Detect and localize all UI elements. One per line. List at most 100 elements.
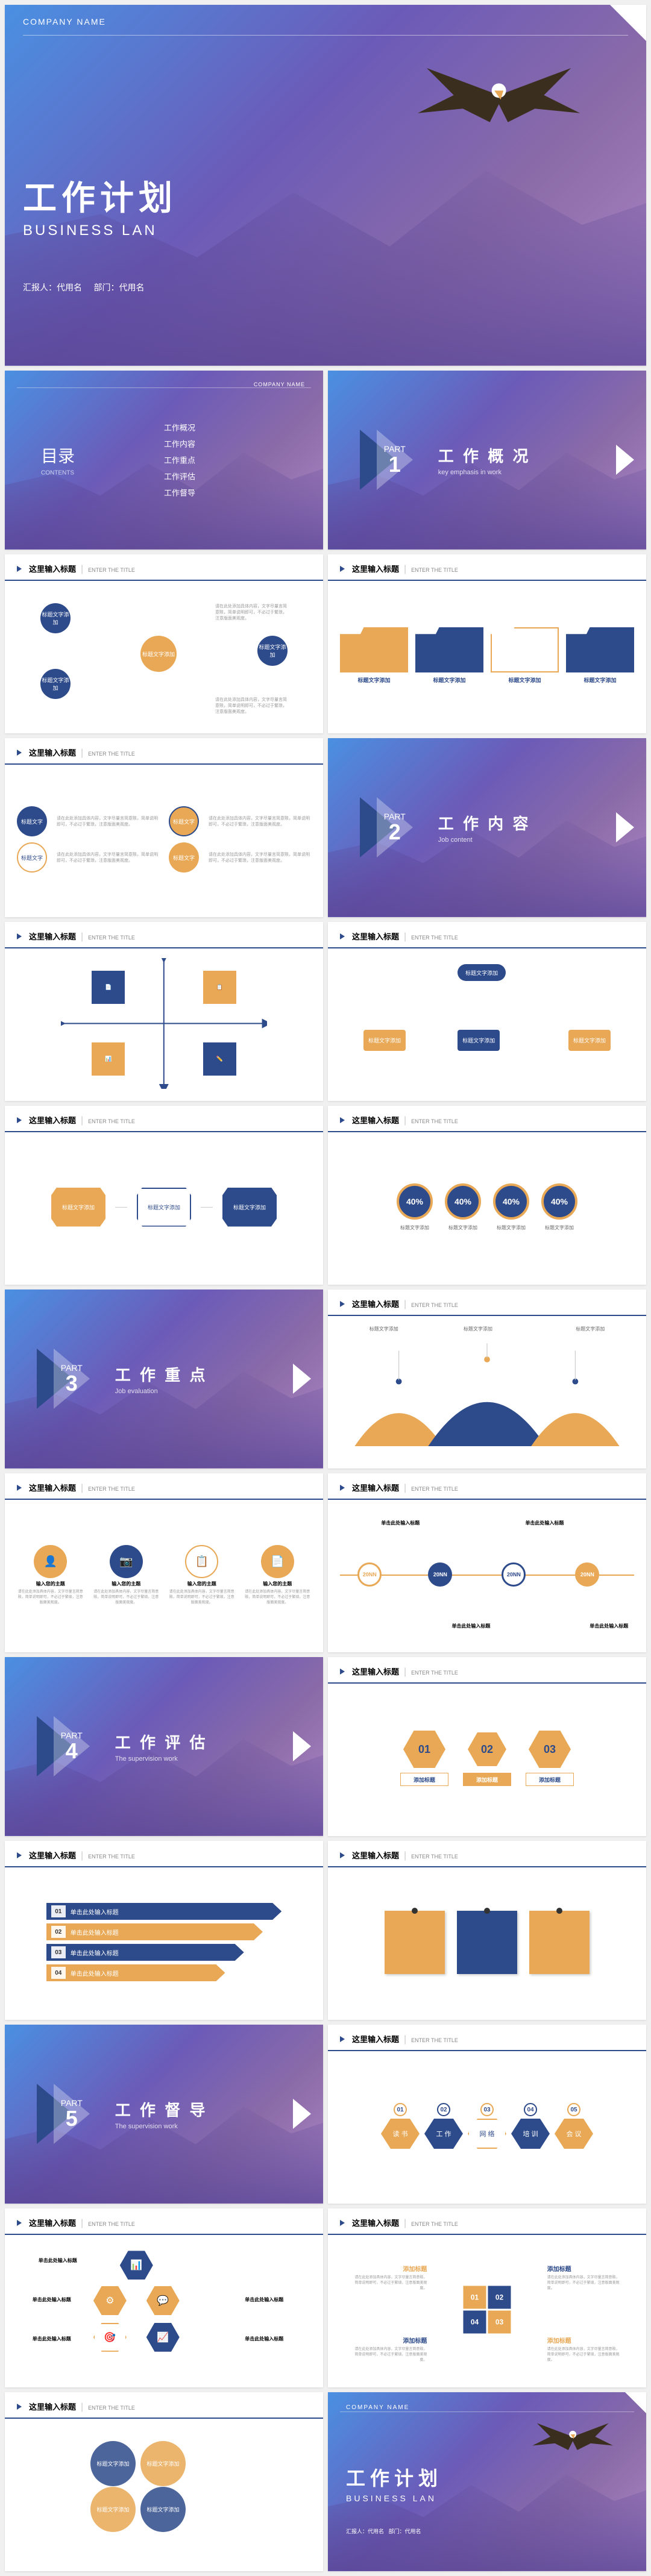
company-small: COMPANY NAME bbox=[254, 381, 305, 387]
slide-notes: 这里输入标题|ENTER THE TITLE bbox=[328, 1841, 646, 2020]
slide-cross4: 这里输入标题|ENTER THE TITLE 01 02 04 03 添加标题请… bbox=[328, 2208, 646, 2387]
venn-circle: 标题文字添加 bbox=[90, 2441, 136, 2486]
sticky-note bbox=[529, 1911, 590, 1974]
eagle-image bbox=[525, 2419, 620, 2463]
slide-folders: 这里输入标题|ENTER THE TITLE 标题文字添加 标题文字添加 标题文… bbox=[328, 554, 646, 733]
slide-pentagons: 这里输入标题|ENTER THE TITLE 01读 书 02工 作 03网 络… bbox=[328, 2025, 646, 2204]
pentagon: 会 议 bbox=[555, 2119, 593, 2149]
plaque: 标题文字添加 bbox=[222, 1188, 277, 1227]
folder-label: 标题文字添加 bbox=[491, 676, 559, 684]
hex: 01 bbox=[403, 1731, 445, 1768]
hex-icon: 💬 bbox=[146, 2286, 180, 2315]
slide-icon-circles: 这里输入标题|ENTER THE TITLE 👤输入您的主题请在此处添加具体内容… bbox=[5, 1473, 323, 1652]
timeline-node: 20NN bbox=[502, 1562, 526, 1587]
pct-circle: 40% bbox=[445, 1183, 481, 1220]
slide-4circles: 这里输入标题|ENTER THE TITLE 标题文字 请在此处添加具体内容，文… bbox=[5, 738, 323, 917]
node-circle: 标题文字添加 bbox=[40, 669, 71, 699]
quadrant-box: 📊 bbox=[92, 1042, 125, 1076]
venn-circle: 标题文字添加 bbox=[140, 2487, 186, 2532]
venn-circle: 标题文字添加 bbox=[90, 2487, 136, 2532]
slide-section-4: PART4 工 作 评 估The supervision work bbox=[5, 1657, 323, 1836]
folder-label: 标题文字添加 bbox=[415, 676, 483, 684]
slide-percent: 这里输入标题|ENTER THE TITLE 40%标题文字添加 40%标题文字… bbox=[328, 1106, 646, 1285]
plaque: 标题文字添加 bbox=[51, 1188, 105, 1227]
slide-orgchart: 这里输入标题|ENTER THE TITLE 标题文字添加 标题文字添加 标题文… bbox=[328, 922, 646, 1101]
contents-title: 目录 bbox=[41, 443, 75, 468]
folder-label: 标题文字添加 bbox=[340, 676, 408, 684]
slide-section-5: PART5 工 作 督 导The supervision work bbox=[5, 2025, 323, 2204]
icon-circle: 📷 bbox=[110, 1545, 143, 1578]
slide-section-2: PART2 工 作 内 容Job content bbox=[328, 738, 646, 917]
timeline-node: 20NN bbox=[357, 1562, 382, 1587]
desc-text: 请在此处添加具体内容，文字尽量言简意赅，简单说明即可，不必过于繁琐，注意版面美观… bbox=[215, 603, 288, 621]
pentagon: 网 络 bbox=[468, 2119, 506, 2149]
quadrant-box: ✏️ bbox=[203, 1042, 236, 1076]
slide-circle-network: 这里输入标题 | ENTER THE TITLE 标题文字添加 标题文字添加 标… bbox=[5, 554, 323, 733]
hex-icon: 📊 bbox=[120, 2251, 153, 2280]
folder-label: 标题文字添加 bbox=[566, 676, 634, 684]
org-root: 标题文字添加 bbox=[458, 964, 506, 981]
hex-icon: 📈 bbox=[146, 2323, 180, 2352]
hex-icon: 🎯 bbox=[93, 2323, 127, 2352]
corner-triangle bbox=[610, 5, 646, 41]
section-title: 工 作 概 况 bbox=[438, 444, 531, 466]
company-name: COMPANY NAME bbox=[23, 17, 106, 27]
contents-list: 工作概况 工作内容 工作重点 工作评估 工作督导 bbox=[164, 417, 195, 503]
slide-arrowbars: 这里输入标题|ENTER THE TITLE 01单击此处输入标题 02单击此处… bbox=[5, 1841, 323, 2020]
item-circle: 标题文字 bbox=[169, 842, 199, 873]
pct-circle: 40% bbox=[493, 1183, 529, 1220]
slide-section-3: PART3 工 作 重 点Job evaluation bbox=[5, 1290, 323, 1468]
toc-item: 工作督导 bbox=[164, 487, 195, 498]
presenter: 汇报人：代用名 bbox=[23, 283, 82, 292]
department: 部门：代用名 bbox=[93, 283, 144, 292]
sticky-note bbox=[385, 1911, 445, 1974]
icon-circle: 📄 bbox=[261, 1545, 294, 1578]
org-node: 标题文字添加 bbox=[363, 1030, 406, 1051]
item-circle: 标题文字 bbox=[169, 806, 199, 836]
venn-circle: 标题文字添加 bbox=[140, 2441, 186, 2486]
icon-circle: 👤 bbox=[34, 1545, 67, 1578]
org-node: 标题文字添加 bbox=[568, 1030, 611, 1051]
timeline-node: 20NN bbox=[575, 1562, 599, 1587]
slide-section-1: PART1 工 作 概 况 key emphasis in work bbox=[328, 371, 646, 550]
node-circle: 标题文字添加 bbox=[257, 636, 288, 666]
hex: 03 bbox=[529, 1731, 571, 1768]
slide-cover: COMPANY NAME 工作计划 BUSINESS LAN 汇报人：代用名 部… bbox=[5, 5, 646, 366]
item-circle: 标题文字 bbox=[17, 806, 47, 836]
pentagon: 读 书 bbox=[381, 2119, 420, 2149]
eagle-image bbox=[403, 59, 595, 149]
slide-timeline: 这里输入标题|ENTER THE TITLE 20NN 20NN 20NN 20… bbox=[328, 1473, 646, 1652]
contents-en: CONTENTS bbox=[41, 470, 75, 477]
icon-circle: 📋 bbox=[185, 1545, 218, 1578]
pct-circle: 40% bbox=[541, 1183, 577, 1220]
section-en: key emphasis in work bbox=[438, 469, 531, 476]
sticky-note bbox=[457, 1911, 517, 1974]
slide-contents: COMPANY NAME 目录 CONTENTS 工作概况 工作内容 工作重点 … bbox=[5, 371, 323, 550]
quadrant-box: 📄 bbox=[92, 971, 125, 1004]
toc-item: 工作重点 bbox=[164, 454, 195, 466]
desc-text: 请在此处添加具体内容，文字尽量言简意赅，简单说明即可，不必过于繁琐，注意版面美观… bbox=[215, 697, 288, 715]
cover-title: 工作计划 bbox=[23, 171, 177, 220]
toc-item: 工作概况 bbox=[164, 422, 195, 433]
slide-hexcluster: 这里输入标题|ENTER THE TITLE 📊 ⚙ 💬 🎯 📈 单击此处输入标… bbox=[5, 2208, 323, 2387]
timeline-node: 20NN bbox=[428, 1562, 452, 1587]
cover-title-en: BUSINESS LAN bbox=[23, 222, 177, 239]
org-node: 标题文字添加 bbox=[458, 1030, 500, 1051]
toc-item: 工作内容 bbox=[164, 438, 195, 450]
slide-thanks: COMPANY NAME 工作计划 BUSINESS LAN 汇报人：代用名 部… bbox=[328, 2392, 646, 2571]
pentagon: 工 作 bbox=[424, 2119, 463, 2149]
node-circle: 标题文字添加 bbox=[40, 603, 71, 633]
toc-item: 工作评估 bbox=[164, 471, 195, 482]
item-circle: 标题文字 bbox=[17, 842, 47, 873]
slide-peaks: 这里输入标题|ENTER THE TITLE 标题文字添加 标题文字添加 标题文… bbox=[328, 1290, 646, 1468]
pentagon: 培 训 bbox=[511, 2119, 550, 2149]
pct-circle: 40% bbox=[397, 1183, 433, 1220]
slide-hexagons: 这里输入标题|ENTER THE TITLE 01添加标题 02添加标题 03添… bbox=[328, 1657, 646, 1836]
plaque: 标题文字添加 bbox=[137, 1188, 191, 1227]
hex-icon: ⚙ bbox=[93, 2286, 127, 2315]
center-circle: 标题文字添加 bbox=[140, 636, 177, 672]
slide-quadrant: 这里输入标题|ENTER THE TITLE 📄 📋 📊 ✏️ bbox=[5, 922, 323, 1101]
slide-plaques: 这里输入标题|ENTER THE TITLE 标题文字添加 标题文字添加 标题文… bbox=[5, 1106, 323, 1285]
quadrant-box: 📋 bbox=[203, 971, 236, 1004]
slide-venn: 这里输入标题|ENTER THE TITLE 标题文字添加 标题文字添加 标题文… bbox=[5, 2392, 323, 2571]
